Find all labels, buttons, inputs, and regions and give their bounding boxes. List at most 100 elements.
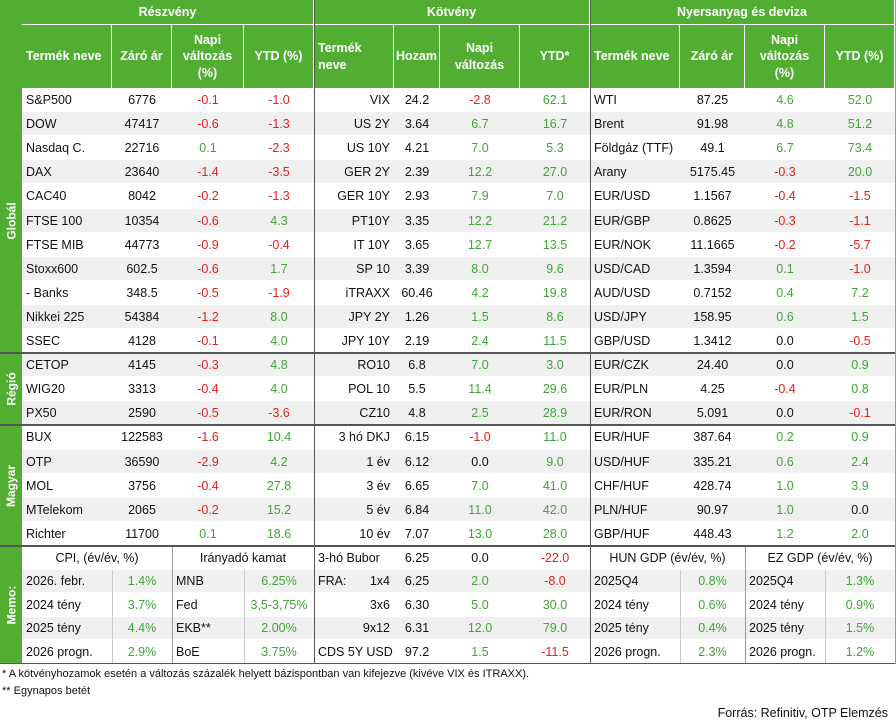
value-cell: 1.2 <box>776 526 794 541</box>
section-separator <box>0 424 895 427</box>
memo-label: 2025Q4 <box>594 574 639 589</box>
memo-label: 2025Q4 <box>749 574 794 589</box>
value-cell: 51.2 <box>847 117 873 132</box>
value-cell: -1.2 <box>197 309 219 324</box>
product-name: GBP/HUF <box>594 526 650 541</box>
value-cell: 44773 <box>124 237 160 252</box>
product-name: USD/CAD <box>594 261 651 276</box>
product-name: SSEC <box>26 334 61 349</box>
value-cell: 11.0 <box>468 502 492 517</box>
memo-title: EZ GDP (év/év, %) <box>767 550 873 565</box>
product-name: 10 év <box>359 526 390 541</box>
value-cell: 0.1 <box>776 261 794 276</box>
memo-value: 2.3% <box>698 645 727 660</box>
value-cell: 90.97 <box>696 502 729 517</box>
value-cell: 73.4 <box>847 141 873 156</box>
product-name: EUR/RON <box>594 406 652 421</box>
value-cell: 23640 <box>124 165 160 180</box>
value-cell: -0.4 <box>774 382 796 397</box>
value-cell: 5175.45 <box>689 165 736 180</box>
value-cell: 12.7 <box>467 237 493 252</box>
product-name: GER 10Y <box>337 189 390 204</box>
value-cell: 54384 <box>124 309 160 324</box>
value-cell: -1.0 <box>268 93 290 108</box>
memo-label: 2026 progn. <box>594 645 661 660</box>
column-header: YTD* <box>520 24 590 88</box>
value-cell: 2.4 <box>851 454 869 469</box>
value-cell: -0.1 <box>849 406 871 421</box>
value-cell: 11.4 <box>468 382 492 397</box>
value-cell: 158.95 <box>693 309 732 324</box>
value-cell: 2590 <box>128 406 156 421</box>
divider <box>680 569 681 664</box>
value-cell: 47417 <box>124 117 160 132</box>
memo-label: CDS 5Y USD <box>318 645 393 660</box>
value-cell: -2.9 <box>197 454 219 469</box>
value-cell: 0.1 <box>199 526 217 541</box>
product-name: PT10Y <box>351 213 390 228</box>
value-cell: 0.8 <box>851 382 869 397</box>
value-cell: 0.0 <box>471 454 489 469</box>
memo-label: 2025 tény <box>26 621 81 636</box>
product-name: OTP <box>26 454 52 469</box>
value-cell: -0.5 <box>197 285 219 300</box>
product-name: EUR/PLN <box>594 382 649 397</box>
memo-value: 3,5-3,75% <box>250 597 308 612</box>
value-cell: 1.3412 <box>693 334 732 349</box>
value-cell: 335.21 <box>693 454 732 469</box>
memo-value: 6.25 <box>404 574 430 589</box>
value-cell: 2.0 <box>851 526 869 541</box>
row-bg <box>22 88 895 113</box>
value-cell: 1.0 <box>776 502 794 517</box>
value-cell: 4.8 <box>270 358 288 373</box>
value-cell: 3313 <box>128 382 156 397</box>
value-cell: 42.0 <box>542 502 568 517</box>
value-cell: 15.2 <box>266 502 292 517</box>
section-separator <box>0 662 895 664</box>
value-cell: 4.8 <box>776 117 794 132</box>
section-separator <box>0 352 895 355</box>
value-cell: -0.2 <box>197 189 219 204</box>
value-cell: 9.0 <box>546 454 564 469</box>
memo-label: 3-hó Bubor <box>318 550 380 565</box>
value-cell: 27.0 <box>542 165 568 180</box>
value-cell: -0.1 <box>197 334 219 349</box>
product-name: 3 hó DKJ <box>338 430 390 445</box>
column-header: YTD (%) <box>244 24 314 88</box>
value-cell: 0.2 <box>776 430 794 445</box>
product-name: DAX <box>26 165 52 180</box>
row-bg <box>22 616 895 641</box>
product-name: JPY 10Y <box>341 334 390 349</box>
product-name: SP 10 <box>356 261 390 276</box>
value-cell: 4.0 <box>270 382 288 397</box>
divider <box>590 0 591 664</box>
row-bg <box>22 593 895 617</box>
value-cell: 4.3 <box>270 213 288 228</box>
column-header: Hozam <box>394 24 440 88</box>
memo-value: 4.4% <box>127 621 157 636</box>
value-cell: 2.5 <box>471 406 489 421</box>
memo-title: HUN GDP (év/év, %) <box>609 550 726 565</box>
row-bg <box>22 425 895 450</box>
section-label: Magyar <box>4 464 19 507</box>
value-cell: 18.6 <box>266 526 292 541</box>
side-band <box>0 0 22 664</box>
value-cell: 3.35 <box>404 213 430 228</box>
value-cell: -1.0 <box>849 261 871 276</box>
value-cell: 4.2 <box>270 454 288 469</box>
value-cell: 0.0 <box>851 502 869 517</box>
value-cell: 7.0 <box>471 358 489 373</box>
value-cell: 4.8 <box>408 406 426 421</box>
group-header: Kötvény <box>314 0 590 24</box>
product-name: DOW <box>26 117 57 132</box>
value-cell: -1.9 <box>268 285 290 300</box>
group-header: Nyersanyag és deviza <box>590 0 895 24</box>
value-cell: 1.26 <box>404 309 430 324</box>
value-cell: 8.0 <box>270 309 288 324</box>
memo-label: 2025 tény <box>594 621 649 636</box>
product-name: Richter <box>26 526 66 541</box>
group-header: Részvény <box>22 0 314 24</box>
value-cell: 8042 <box>128 189 156 204</box>
memo-value: 3.7% <box>127 597 157 612</box>
value-cell: 60.46 <box>401 285 433 300</box>
